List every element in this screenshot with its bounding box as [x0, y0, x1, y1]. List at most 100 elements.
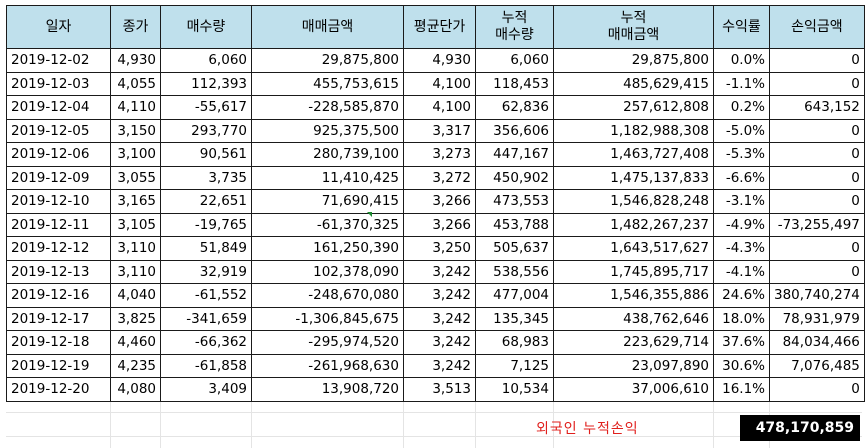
cell-close[interactable]: 3,110: [110, 236, 161, 261]
cell-avg-price[interactable]: 4,100: [403, 71, 476, 96]
cell-date[interactable]: 2019-12-12: [6, 236, 111, 261]
cell-cum-qty[interactable]: 453,788: [475, 212, 554, 237]
cell-net-buy[interactable]: -19,765: [160, 212, 252, 237]
cell-avg-price[interactable]: 3,273: [403, 142, 476, 167]
cell-trade-amount[interactable]: -261,968,630: [251, 353, 404, 378]
cell-net-buy[interactable]: 32,919: [160, 259, 252, 284]
header-close[interactable]: 종가: [110, 5, 161, 49]
cell-net-buy[interactable]: -61,552: [160, 283, 252, 308]
cell-date[interactable]: 2019-12-03: [6, 71, 111, 96]
cell-trade-amount[interactable]: 13,908,720: [251, 377, 404, 402]
cell-close[interactable]: 3,825: [110, 306, 161, 331]
cell-return-rate[interactable]: -5.3%: [713, 142, 770, 167]
cell-return-rate[interactable]: 0.2%: [713, 95, 770, 120]
cell-net-buy[interactable]: -66,362: [160, 330, 252, 355]
header-trade-amount[interactable]: 매매금액: [251, 5, 404, 49]
cell-cum-amount[interactable]: 23,097,890: [553, 353, 714, 378]
cell-date[interactable]: 2019-12-10: [6, 189, 111, 214]
cell-cum-amount[interactable]: 1,546,828,248: [553, 189, 714, 214]
cell-return-rate[interactable]: 16.1%: [713, 377, 770, 402]
cell-date[interactable]: 2019-12-11: [6, 212, 111, 237]
cell-cum-qty[interactable]: 356,606: [475, 118, 554, 143]
cell-cum-amount[interactable]: 37,006,610: [553, 377, 714, 402]
cell-return-rate[interactable]: -5.0%: [713, 118, 770, 143]
cell-avg-price[interactable]: 3,242: [403, 283, 476, 308]
cell-cum-amount[interactable]: 223,629,714: [553, 330, 714, 355]
cell-close[interactable]: 3,100: [110, 142, 161, 167]
cell-date[interactable]: 2019-12-09: [6, 165, 111, 190]
cell-pnl[interactable]: -73,255,497: [769, 212, 865, 237]
cell-cum-qty[interactable]: 10,534: [475, 377, 554, 402]
header-date[interactable]: 일자: [6, 5, 111, 49]
cell-cum-qty[interactable]: 62,836: [475, 95, 554, 120]
cell-cum-qty[interactable]: 447,167: [475, 142, 554, 167]
cell-avg-price[interactable]: 3,266: [403, 212, 476, 237]
cell-cum-amount[interactable]: 1,745,895,717: [553, 259, 714, 284]
cell-return-rate[interactable]: 24.6%: [713, 283, 770, 308]
cell-cum-qty[interactable]: 477,004: [475, 283, 554, 308]
header-cum-qty[interactable]: 누적 매수량: [475, 5, 554, 49]
cell-net-buy[interactable]: 112,393: [160, 71, 252, 96]
cell-date[interactable]: 2019-12-13: [6, 259, 111, 284]
cell-date[interactable]: 2019-12-20: [6, 377, 111, 402]
cell-net-buy[interactable]: 3,409: [160, 377, 252, 402]
cell-avg-price[interactable]: 3,266: [403, 189, 476, 214]
cell-cum-amount[interactable]: 1,482,267,237: [553, 212, 714, 237]
cell-date[interactable]: 2019-12-06: [6, 142, 111, 167]
cell-trade-amount[interactable]: 455,753,615: [251, 71, 404, 96]
cell-trade-amount[interactable]: 71,690,415: [251, 189, 404, 214]
cell-cum-qty[interactable]: 505,637: [475, 236, 554, 261]
cell-net-buy[interactable]: 90,561: [160, 142, 252, 167]
cell-close[interactable]: 4,055: [110, 71, 161, 96]
cell-net-buy[interactable]: -61,858: [160, 353, 252, 378]
cell-trade-amount[interactable]: -248,670,080: [251, 283, 404, 308]
cell-return-rate[interactable]: -1.1%: [713, 71, 770, 96]
cell-net-buy[interactable]: 3,735: [160, 165, 252, 190]
cell-avg-price[interactable]: 3,242: [403, 259, 476, 284]
cell-close[interactable]: 3,110: [110, 259, 161, 284]
cell-pnl[interactable]: 0: [769, 142, 865, 167]
cell-return-rate[interactable]: -4.9%: [713, 212, 770, 237]
cell-cum-qty[interactable]: 7,125: [475, 353, 554, 378]
cell-net-buy[interactable]: 22,651: [160, 189, 252, 214]
cell-cum-qty[interactable]: 118,453: [475, 71, 554, 96]
cell-cum-qty[interactable]: 6,060: [475, 48, 554, 73]
cell-date[interactable]: 2019-12-19: [6, 353, 111, 378]
cell-close[interactable]: 3,105: [110, 212, 161, 237]
cell-avg-price[interactable]: 3,250: [403, 236, 476, 261]
cell-pnl[interactable]: 78,931,979: [769, 306, 865, 331]
cell-return-rate[interactable]: -6.6%: [713, 165, 770, 190]
header-cum-amount[interactable]: 누적 매매금액: [553, 5, 714, 49]
cell-net-buy[interactable]: 293,770: [160, 118, 252, 143]
cell-cum-amount[interactable]: 29,875,800: [553, 48, 714, 73]
cell-close[interactable]: 3,150: [110, 118, 161, 143]
cell-return-rate[interactable]: -4.1%: [713, 259, 770, 284]
cell-return-rate[interactable]: -4.3%: [713, 236, 770, 261]
cell-pnl[interactable]: 7,076,485: [769, 353, 865, 378]
cell-cum-amount[interactable]: 1,182,988,308: [553, 118, 714, 143]
cell-trade-amount[interactable]: 161,250,390: [251, 236, 404, 261]
cell-avg-price[interactable]: 3,513: [403, 377, 476, 402]
cell-net-buy[interactable]: -55,617: [160, 95, 252, 120]
cell-trade-amount[interactable]: 29,875,800: [251, 48, 404, 73]
cell-cum-amount[interactable]: 1,643,517,627: [553, 236, 714, 261]
cell-close[interactable]: 4,080: [110, 377, 161, 402]
cell-trade-amount[interactable]: -1,306,845,675: [251, 306, 404, 331]
cell-close[interactable]: 3,055: [110, 165, 161, 190]
cell-net-buy[interactable]: 51,849: [160, 236, 252, 261]
cell-pnl[interactable]: 0: [769, 236, 865, 261]
cell-date[interactable]: 2019-12-16: [6, 283, 111, 308]
cell-trade-amount[interactable]: 102,378,090: [251, 259, 404, 284]
cell-pnl[interactable]: 0: [769, 165, 865, 190]
cell-pnl[interactable]: 0: [769, 259, 865, 284]
summary-value[interactable]: 478,170,859: [740, 415, 860, 441]
cell-net-buy[interactable]: 6,060: [160, 48, 252, 73]
cell-net-buy[interactable]: -341,659: [160, 306, 252, 331]
cell-pnl[interactable]: 0: [769, 189, 865, 214]
cell-cum-amount[interactable]: 1,463,727,408: [553, 142, 714, 167]
cell-avg-price[interactable]: 3,242: [403, 330, 476, 355]
cell-date[interactable]: 2019-12-17: [6, 306, 111, 331]
cell-avg-price[interactable]: 4,930: [403, 48, 476, 73]
cell-cum-qty[interactable]: 135,345: [475, 306, 554, 331]
cell-cum-amount[interactable]: 257,612,808: [553, 95, 714, 120]
